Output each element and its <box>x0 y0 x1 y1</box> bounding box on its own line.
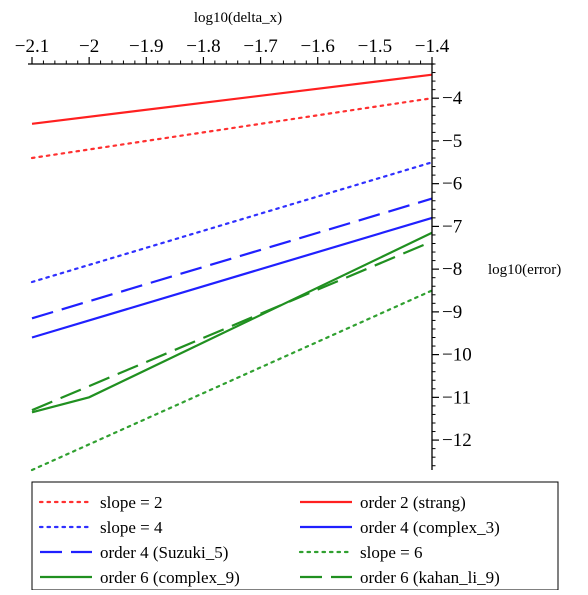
series-line-6 <box>31 231 433 414</box>
y-tick-label: −4 <box>442 88 463 109</box>
legend-label-1: order 2 (strang) <box>360 493 466 512</box>
x-tick-label: −1.5 <box>358 36 392 57</box>
legend-label-7: order 6 (kahan_li_9) <box>360 568 500 587</box>
y-tick-label: −6 <box>442 174 462 195</box>
legend: slope = 2 order 2 (strang) slope = 4 order … <box>31 481 559 591</box>
y-axis-label: log10(error) <box>488 262 561 278</box>
legend-label-2: slope = 4 <box>100 518 163 537</box>
legend-label-3: order 4 (complex_3) <box>360 518 500 537</box>
y-tick-label: −11 <box>442 387 471 408</box>
y-tick-label: −8 <box>442 259 462 280</box>
axes: −2.1 −2 −1.9 −1.8 −1.7 −1.6 −1.5 −1.4 −4−5−6−7−… <box>15 10 561 470</box>
series-line-2 <box>30 161 434 284</box>
y-tick-label: −5 <box>442 131 462 152</box>
series-line-7 <box>31 240 433 412</box>
series-line-0 <box>30 97 434 160</box>
y-tick-label: −7 <box>442 216 462 237</box>
x-tick-label: −1.9 <box>129 36 163 57</box>
plot-series <box>30 73 434 472</box>
series-line-5 <box>30 289 434 472</box>
y-tick-label: −9 <box>442 302 462 323</box>
y-tick-label: −12 <box>442 430 472 451</box>
y-tick-label: −10 <box>442 345 472 366</box>
series-line-1 <box>31 73 433 125</box>
x-tick-label: −2 <box>79 36 99 57</box>
series-line-4 <box>31 197 433 320</box>
x-axis-label: log10(delta_x) <box>194 10 282 26</box>
y-ticks: −4 −5 −6 −7 −8 −9 −10 −11 −12 <box>432 63 472 467</box>
series-line-3 <box>31 216 433 339</box>
x-tick-label: −1.7 <box>243 36 277 57</box>
legend-label-4: order 4 (Suzuki_5) <box>100 543 228 562</box>
legend-label-5: slope = 6 <box>360 543 422 562</box>
x-tick-label: −1.8 <box>186 36 220 57</box>
x-tick-label: −1.4 <box>415 36 450 57</box>
x-tick-label: −2.1 <box>15 36 49 57</box>
legend-label-6: order 6 (complex_9) <box>100 568 240 587</box>
x-ticks: −2.1 −2 −1.9 −1.8 −1.7 −1.6 −1.5 −1.4 <box>15 36 450 64</box>
x-tick-label: −1.6 <box>300 36 334 57</box>
legend-label-0: slope = 2 <box>100 493 162 512</box>
legend-entries: slope = 2 order 2 (strang) slope = 4 order … <box>38 493 500 587</box>
